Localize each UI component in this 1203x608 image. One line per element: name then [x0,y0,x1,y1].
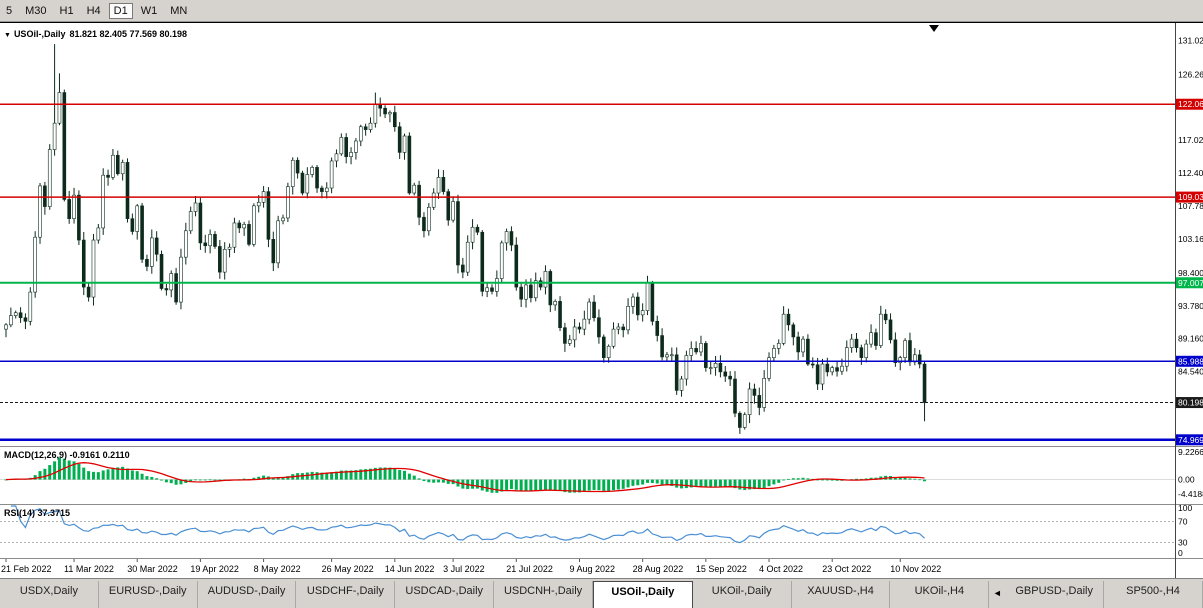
horizontal-lines [0,103,1175,442]
svg-text:3 Jul 2022: 3 Jul 2022 [443,564,485,574]
svg-text:109.030: 109.030 [1178,192,1203,202]
chart-tab-ukoil-daily[interactable]: UKOil-,Daily [692,581,792,608]
svg-text:85.988: 85.988 [1178,356,1203,366]
pane-separators [0,22,1203,578]
timeframe-button-h4[interactable]: H4 [86,4,101,17]
timeframe-toolbar: 5 M30 H1 H4 D1 W1 MN [0,0,1203,22]
svg-text:100: 100 [1178,503,1192,513]
price-chart-canvas[interactable]: 131.020 126.260 117.020 112.400 107.780 103.1… [0,22,1203,578]
svg-text:103.160: 103.160 [1178,234,1203,244]
svg-text:107.780: 107.780 [1178,201,1203,211]
svg-text:9 Aug 2022: 9 Aug 2022 [569,564,615,574]
timeframe-button-5[interactable]: 5 [6,4,13,17]
svg-text:70: 70 [1178,517,1188,527]
svg-text:0: 0 [1178,548,1183,558]
svg-text:21 Jul 2022: 21 Jul 2022 [506,564,553,574]
svg-text:15 Sep 2022: 15 Sep 2022 [696,564,747,574]
svg-text:11 Mar 2022: 11 Mar 2022 [64,564,114,574]
symbol-dropdown-icon[interactable]: ▼ [4,32,11,39]
chart-tab-usdcad-daily[interactable]: USDCAD-,Daily [395,581,495,608]
svg-text:80.198: 80.198 [1178,398,1203,408]
svg-text:23 Oct 2022: 23 Oct 2022 [822,564,871,574]
svg-text:30 Mar 2022: 30 Mar 2022 [127,564,178,574]
price-axis: 131.020 126.260 117.020 112.400 107.780 103.1… [1176,35,1203,558]
svg-text:0.00: 0.00 [1178,475,1195,485]
chart-tab-usdchf-daily[interactable]: USDCHF-,Daily [296,581,396,608]
svg-text:4 Oct 2022: 4 Oct 2022 [759,564,803,574]
svg-text:93.780: 93.780 [1178,301,1203,311]
timeframe-button-h1[interactable]: H1 [59,4,74,17]
svg-text:97.007: 97.007 [1178,278,1203,288]
svg-text:8 May 2022: 8 May 2022 [254,564,301,574]
timeframe-button-m30[interactable]: M30 [25,4,47,17]
macd-pane [0,457,1175,493]
svg-text:26 May 2022: 26 May 2022 [322,564,374,574]
chart-tab-bar: USDX,Daily EURUSD-,Daily AUDUSD-,Daily USDC… [0,578,1203,608]
tab-scroll-left-icon[interactable]: ◄ [992,588,1002,598]
chart-tab-usdx-daily[interactable]: USDX,Daily [0,581,99,608]
svg-text:-4.4188: -4.4188 [1178,489,1203,499]
chart-tab-sp500-h4[interactable]: SP500-,H4 [1104,581,1203,608]
svg-text:117.020: 117.020 [1178,135,1203,145]
chart-tab-usoil-daily[interactable]: USOil-,Daily [592,581,693,608]
svg-text:126.260: 126.260 [1178,69,1203,79]
chart-tab-eurusd-daily[interactable]: EURUSD-,Daily [98,581,198,608]
svg-text:131.020: 131.020 [1178,35,1203,45]
chart-tab-ukoil-h4[interactable]: UKOil-,H4 [890,581,990,608]
svg-text:98.400: 98.400 [1178,268,1203,278]
timeframe-button-d1[interactable]: D1 [108,2,133,19]
chart-area: 131.020 126.260 117.020 112.400 107.780 103.1… [0,22,1203,578]
svg-text:112.400: 112.400 [1178,168,1203,178]
chart-tab-audusd-daily[interactable]: AUDUSD-,Daily [197,581,297,608]
candlesticks [4,44,927,434]
chart-tab-xauusd-h4[interactable]: XAUUSD-,H4 [791,581,891,608]
svg-text:14 Jun 2022: 14 Jun 2022 [385,564,435,574]
svg-text:89.160: 89.160 [1178,334,1203,344]
svg-text:30: 30 [1178,537,1188,547]
date-axis: 21 Feb 2022 11 Mar 2022 30 Mar 2022 19 Apr … [1,559,941,574]
chart-shift-marker-icon[interactable] [929,25,939,32]
svg-text:122.060: 122.060 [1178,99,1203,109]
svg-text:19 Apr 2022: 19 Apr 2022 [190,564,239,574]
svg-text:10 Nov 2022: 10 Nov 2022 [890,564,941,574]
svg-text:84.540: 84.540 [1178,367,1203,377]
chart-tab-gbpusd-daily[interactable]: GBPUSD-,Daily [1005,581,1105,608]
svg-text:28 Aug 2022: 28 Aug 2022 [633,564,684,574]
svg-text:74.969: 74.969 [1178,435,1203,445]
svg-text:9.2266: 9.2266 [1178,447,1203,457]
timeframe-button-mn[interactable]: MN [170,4,188,17]
svg-text:21 Feb 2022: 21 Feb 2022 [1,564,52,574]
timeframe-button-w1[interactable]: W1 [140,4,158,17]
rsi-pane [0,505,1175,544]
chart-tab-usdcnh-daily[interactable]: USDCNH-,Daily [494,581,593,608]
